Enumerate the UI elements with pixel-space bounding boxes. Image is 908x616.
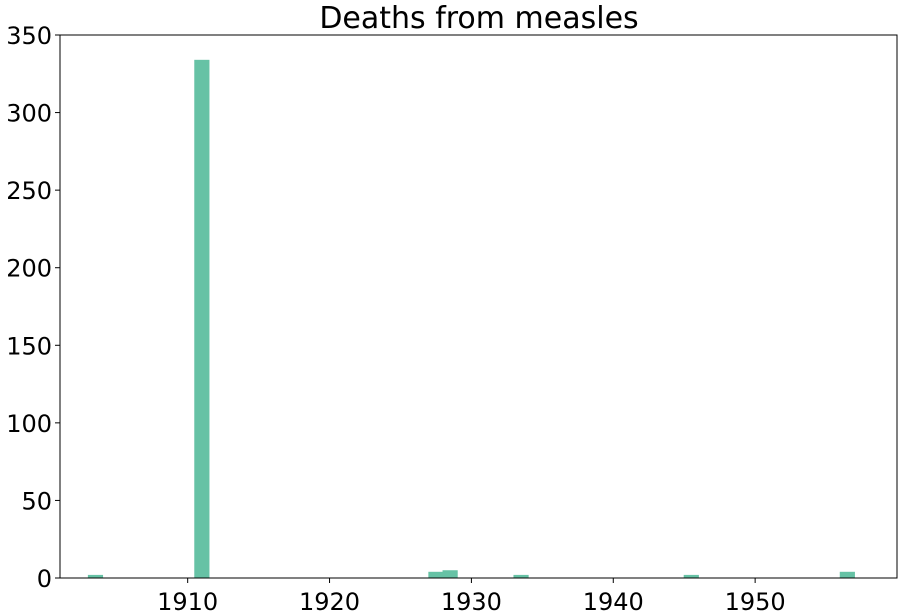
y-tick-label: 200 xyxy=(6,255,52,283)
x-tick-label: 1930 xyxy=(441,588,502,616)
y-tick-label: 100 xyxy=(6,410,52,438)
bar xyxy=(839,571,855,578)
y-tick-label: 50 xyxy=(21,487,52,515)
chart-title: Deaths from measles xyxy=(319,1,638,36)
x-tick-label: 1950 xyxy=(725,588,786,616)
y-tick-label: 250 xyxy=(6,177,52,205)
y-axis: 0 50 100 150 200 250 300 350 xyxy=(6,22,60,593)
y-tick-label: 0 xyxy=(37,565,52,593)
y-tick-label: 300 xyxy=(6,100,52,128)
x-axis: 1910 1920 1930 1940 1950 xyxy=(157,578,786,616)
bar xyxy=(87,574,104,578)
y-tick-label: 150 xyxy=(6,332,52,360)
plot-frame xyxy=(59,34,898,579)
x-tick-label: 1920 xyxy=(299,588,360,616)
x-tick-label: 1910 xyxy=(157,588,218,616)
bar xyxy=(683,574,699,578)
bars-group xyxy=(87,59,855,578)
bar xyxy=(194,59,210,578)
bar xyxy=(442,570,458,578)
y-tick-label: 350 xyxy=(6,22,52,50)
bar xyxy=(513,574,529,578)
x-tick-label: 1940 xyxy=(583,588,644,616)
bar xyxy=(428,571,444,578)
